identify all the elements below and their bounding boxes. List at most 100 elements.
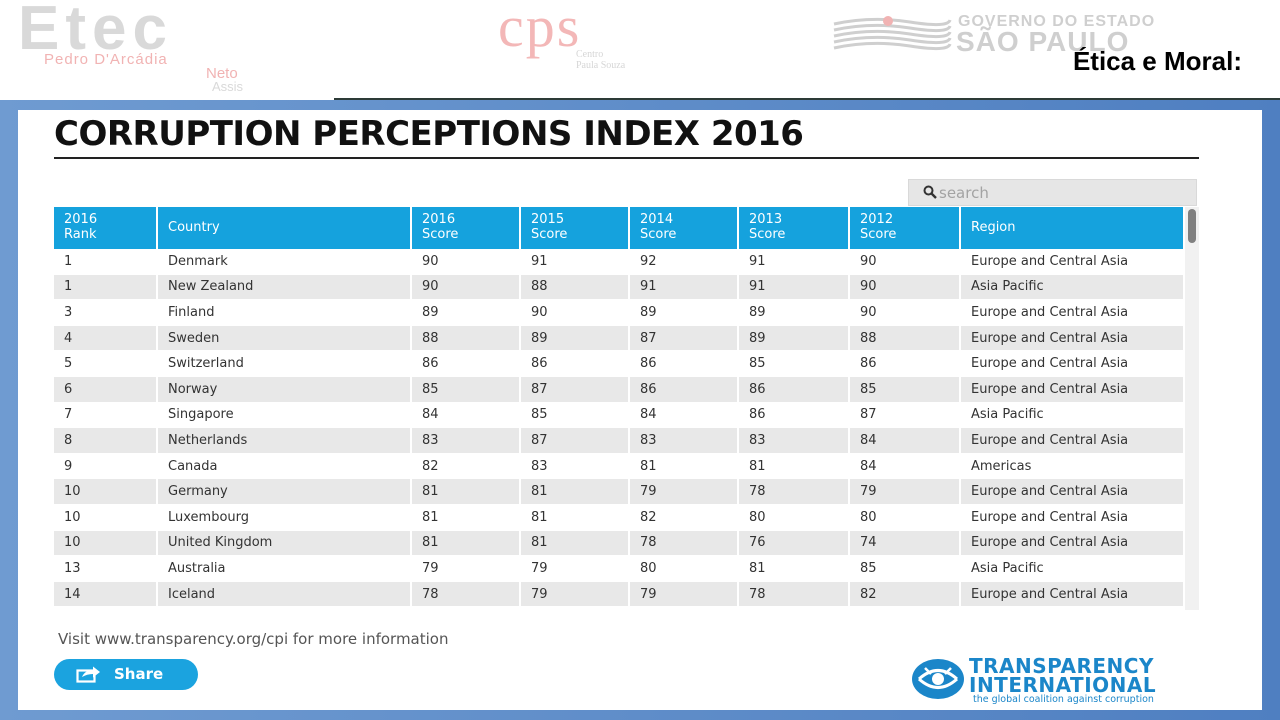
table-cell: Americas	[961, 453, 1185, 480]
table-row: 8 Netherlands 83 87 83 83 84 Europe and Central…	[54, 428, 1185, 454]
table-row: 3 Finland 89 90 89 89 90 Europe and Central Asi…	[54, 300, 1185, 326]
table-cell: Europe and Central Asia	[961, 530, 1185, 557]
ti-logo-tagline: the global coalition against corruption	[973, 694, 1154, 705]
table-row: 1 Denmark 90 91 92 91 90 Europe and Central Asi…	[54, 249, 1185, 275]
table-cell: 90	[412, 249, 521, 275]
scrollbar-track[interactable]	[1185, 207, 1199, 610]
slide-header: Etec Pedro D'Arcádia Neto Assis cps Cent…	[0, 0, 1280, 100]
heading-underline	[54, 157, 1199, 159]
table-cell: 82	[412, 453, 521, 480]
table-cell: 89	[739, 325, 850, 352]
column-header[interactable]: Country	[158, 207, 412, 249]
cpi-heading: CORRUPTION PERCEPTIONS INDEX 2016	[54, 114, 804, 154]
table-cell: 83	[521, 453, 630, 480]
table-cell: 3	[54, 300, 158, 326]
table-cell: 90	[412, 274, 521, 301]
table-cell: 14	[54, 581, 158, 608]
table-cell: 87	[630, 325, 739, 352]
table-cell: 91	[521, 249, 630, 275]
table-header-row: 2016 Rank Country 2016 Score 2015 Score 2014…	[54, 207, 1185, 249]
table-cell: Europe and Central Asia	[961, 428, 1185, 454]
table-cell: 13	[54, 556, 158, 582]
table-cell: 82	[630, 504, 739, 531]
table-cell: Europe and Central Asia	[961, 607, 1185, 610]
etec-logo-line2: Neto	[206, 65, 238, 82]
table-cell: 10	[54, 479, 158, 505]
column-header[interactable]: 2013 Score	[739, 207, 850, 249]
cps-logo-sub2: Paula Souza	[576, 59, 626, 71]
table-cell: 81	[630, 453, 739, 480]
column-header[interactable]: 2016 Score	[412, 207, 521, 249]
cpi-table: 2016 Rank Country 2016 Score 2015 Score 2014…	[54, 207, 1185, 610]
table-cell: 85	[850, 556, 961, 582]
column-header[interactable]: 2014 Score	[630, 207, 739, 249]
cpi-screenshot: CORRUPTION PERCEPTIONS INDEX 2016 2016 R…	[18, 110, 1262, 710]
table-cell: 83	[412, 428, 521, 454]
table-row: 6 Norway 85 87 86 86 85 Europe and Central Asia	[54, 376, 1185, 403]
search-icon	[923, 185, 937, 199]
table-cell: 88	[521, 274, 630, 301]
table-cell: Canada	[158, 453, 412, 480]
table-cell: 81	[739, 556, 850, 582]
transparency-international-logo: TRANSPARENCY INTERNATIONAL the global co…	[911, 656, 1201, 710]
cpi-table-container: 2016 Rank Country 2016 Score 2015 Score 2014…	[54, 207, 1185, 610]
table-cell: 86	[521, 351, 630, 377]
table-cell: 84	[412, 402, 521, 429]
table-cell: Singapore	[158, 402, 412, 429]
table-cell: 80	[739, 504, 850, 531]
column-header[interactable]: 2016 Rank	[54, 207, 158, 249]
search-input[interactable]	[939, 182, 1189, 204]
table-cell: 10	[54, 504, 158, 531]
column-header[interactable]: 2012 Score	[850, 207, 961, 249]
table-cell: 86	[630, 376, 739, 403]
table-cell: 77	[412, 607, 521, 610]
table-cell: Europe and Central Asia	[961, 479, 1185, 505]
table-cell: 90	[521, 300, 630, 326]
table-cell: 81	[412, 530, 521, 557]
table-cell: Sweden	[158, 325, 412, 352]
table-cell: 89	[739, 300, 850, 326]
ti-logo-line2: INTERNATIONAL	[969, 673, 1157, 697]
table-cell: 91	[739, 249, 850, 275]
table-cell: Europe and Central Asia	[961, 249, 1185, 275]
table-cell: Europe and Central Asia	[961, 325, 1185, 352]
share-label: Share	[114, 665, 164, 683]
table-cell: 79	[630, 581, 739, 608]
table-cell: 1	[54, 274, 158, 301]
cps-logo-sub1: Centro	[576, 49, 604, 60]
table-cell: 79	[850, 479, 961, 505]
column-header[interactable]: Region	[961, 207, 1185, 249]
table-cell: 84	[850, 453, 961, 480]
table-cell: 1	[54, 249, 158, 275]
table-cell: 85	[850, 376, 961, 403]
gov-logo: GOVERNO DO ESTADO SÃO PAULO	[832, 8, 1252, 56]
table-cell: 5	[54, 351, 158, 377]
table-row: 7 Singapore 84 85 84 86 87 Asia Pacific	[54, 402, 1185, 429]
cps-logo: cps Centro Paula Souza	[498, 0, 678, 71]
scrollbar-thumb[interactable]	[1188, 209, 1196, 243]
table-cell: 85	[412, 376, 521, 403]
table-cell: 78	[739, 581, 850, 608]
share-button[interactable]: Share	[54, 659, 198, 690]
table-cell: 87	[521, 428, 630, 454]
table-cell: Australia	[158, 556, 412, 582]
table-row: 15Belgium7777767575Europe and Central As…	[54, 607, 1185, 610]
share-icon	[76, 666, 100, 683]
table-cell: 75	[739, 607, 850, 610]
search-box[interactable]	[908, 179, 1197, 206]
table-row: 1 New Zealand 90 88 91 91 90 Asia Pacific	[54, 274, 1185, 301]
table-row: 9 Canada 82 83 81 81 84 Americas	[54, 453, 1185, 480]
table-cell: 81	[521, 530, 630, 557]
column-header[interactable]: 2015 Score	[521, 207, 630, 249]
table-cell: Belgium	[158, 607, 412, 610]
table-cell: 81	[412, 479, 521, 505]
table-cell: 86	[630, 351, 739, 377]
table-cell: 76	[739, 530, 850, 557]
table-cell: 83	[739, 428, 850, 454]
cps-logo-subtitle: Centro Paula Souza	[576, 49, 626, 71]
table-cell: 89	[630, 300, 739, 326]
table-cell: 74	[850, 530, 961, 557]
table-row: 10 United Kingdom 81 81 78 76 74 Europe and Cen…	[54, 530, 1185, 557]
table-cell: 91	[630, 274, 739, 301]
table-cell: 79	[521, 581, 630, 608]
